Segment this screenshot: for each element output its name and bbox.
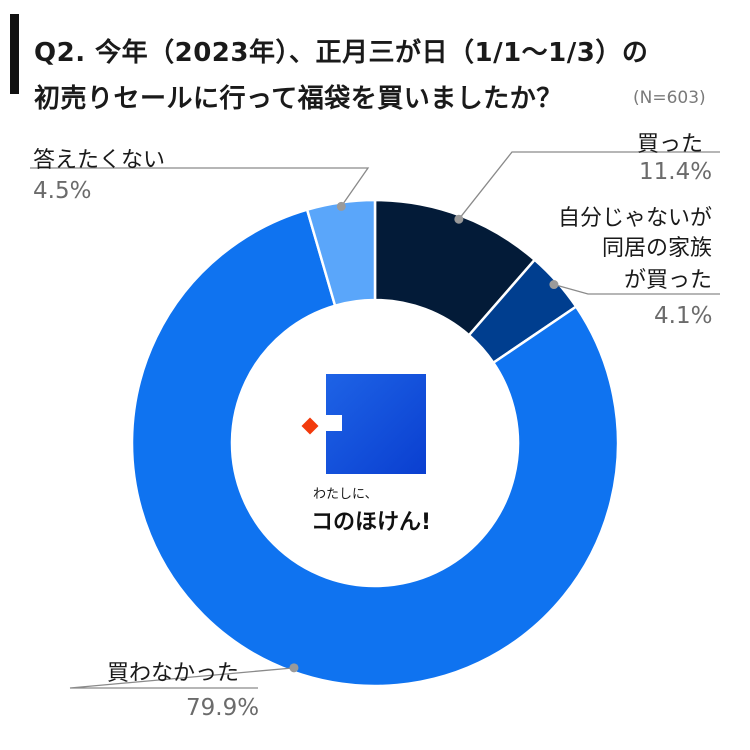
leader-family-bought-dot [549, 280, 559, 290]
logo-mark [301, 374, 426, 474]
value-family: 4.1% [654, 303, 713, 329]
leader-family-bought [553, 283, 720, 295]
value-prefer-not-to-answer: 4.5% [33, 178, 92, 204]
label-family-line-3: が買った [623, 268, 712, 293]
slice-prefer-not-to-answer [305, 198, 377, 308]
leader-prefer-not-to-answer [30, 167, 370, 207]
label-did-not-buy: 買わなかった [107, 661, 240, 686]
logo-red-diamond [301, 417, 319, 435]
logo-subtitle: わたしに、 [313, 487, 378, 502]
label-family-line-1: 自分じゃないが [557, 206, 712, 231]
leader-did-not-buy [69, 667, 295, 689]
leader-bought-dot [454, 214, 464, 224]
value-bought: 11.4% [639, 159, 713, 185]
logo-name: コのほけん! [311, 510, 432, 535]
value-did-not-buy: 79.9% [186, 695, 260, 721]
sample-size-label: (N=603) [633, 88, 706, 108]
slice-did-not-buy [130, 208, 620, 688]
chart-title-line-1: Q2. 今年（2023年）、正月三が日（1/1〜1/3）の [34, 38, 649, 68]
chart-title-line-2: 初売りセールに行って福袋を買いましたか？ [34, 84, 563, 114]
label-bought: 買った [637, 132, 704, 157]
title-accent-bar [10, 14, 19, 94]
leader-bought [458, 151, 720, 220]
logo-square [326, 374, 426, 474]
leader-did-not-buy-dot [289, 663, 299, 673]
label-family-line-2: 同居の家族 [601, 236, 712, 261]
leader-prefer-not-to-answer-dot [336, 201, 346, 211]
label-prefer-not-to-answer: 答えたくない [33, 148, 166, 173]
logo-notch [323, 415, 342, 431]
